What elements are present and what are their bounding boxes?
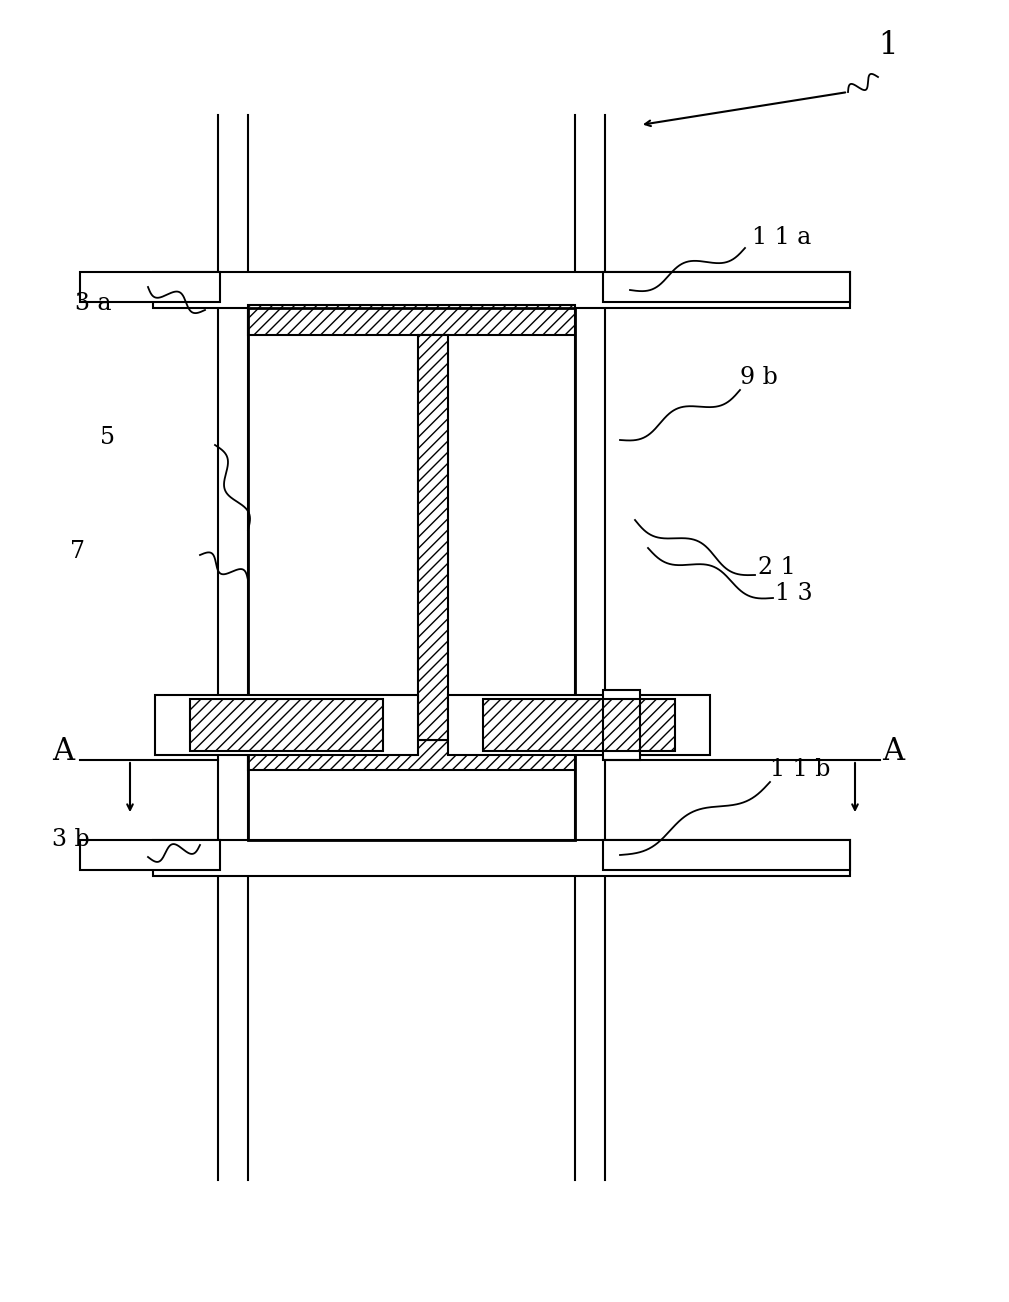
Bar [483, 699, 675, 751]
Bar [190, 699, 383, 751]
Text: 5: 5 [100, 427, 115, 449]
Text: A: A [52, 737, 74, 767]
Bar [155, 695, 418, 755]
Bar [248, 305, 575, 335]
Bar [80, 840, 220, 870]
Text: 2 1: 2 1 [758, 556, 796, 579]
Text: 1 1 a: 1 1 a [752, 227, 811, 250]
Bar [153, 840, 850, 876]
Text: 1 1 b: 1 1 b [770, 759, 830, 781]
Text: 3 b: 3 b [52, 828, 90, 852]
Bar [448, 695, 710, 755]
Text: 9 b: 9 b [740, 366, 778, 389]
Bar [603, 840, 850, 870]
Bar [248, 309, 575, 840]
Text: 1 3: 1 3 [775, 582, 812, 604]
Bar [248, 305, 575, 335]
Bar [80, 272, 220, 302]
Bar [153, 272, 850, 309]
Bar [418, 335, 448, 740]
Bar [248, 740, 575, 769]
Bar [603, 690, 640, 760]
Text: A: A [882, 737, 904, 767]
Text: 1: 1 [878, 30, 897, 60]
Text: 3 a: 3 a [75, 292, 112, 315]
Bar [418, 335, 448, 740]
Bar [248, 740, 575, 769]
Text: 7: 7 [70, 540, 85, 564]
Bar [603, 272, 850, 302]
